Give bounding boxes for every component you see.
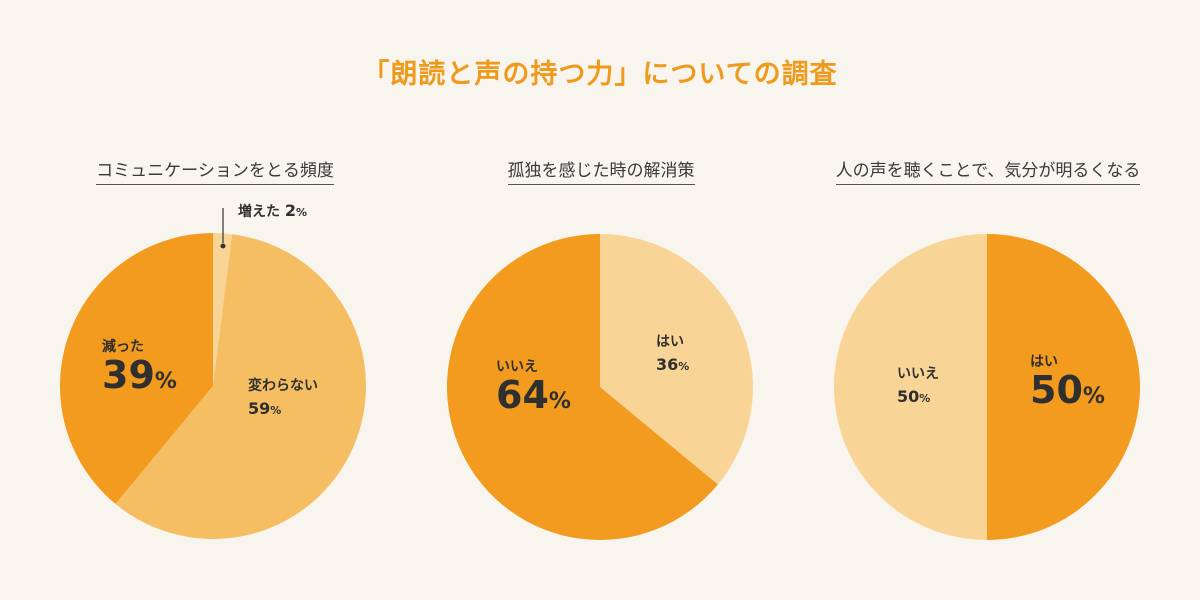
pie-slice-2 bbox=[834, 234, 987, 540]
pie-chart bbox=[834, 234, 1140, 540]
chart-title-text: 孤独を感じた時の解消策 bbox=[507, 156, 695, 185]
label-yes-value: 50 bbox=[1030, 368, 1083, 412]
label-yes: はい 50% bbox=[1030, 351, 1105, 411]
label-unchanged: 変わらない 59% bbox=[248, 375, 318, 418]
label-no-value: 64 bbox=[496, 373, 549, 417]
label-no-value: 50 bbox=[897, 387, 920, 406]
chart-title: コミュニケーションをとる頻度 bbox=[20, 156, 410, 185]
chart-communication-frequency: コミュニケーションをとる頻度 増えた 2% 減った 39% 変わらない 59% bbox=[20, 156, 410, 556]
percent-sign: % bbox=[154, 369, 177, 394]
percent-sign: % bbox=[919, 392, 931, 405]
label-no-name: いいえ bbox=[897, 366, 939, 382]
label-yes-value: 36 bbox=[656, 355, 679, 374]
page-title: 「朗読と声の持つ力」についての調査 bbox=[362, 59, 838, 90]
label-no: いいえ 64% bbox=[496, 356, 571, 416]
pie-slice-1 bbox=[600, 234, 753, 485]
chart-voice-mood: 人の声を聴くことで、気分が明るくなる はい 50% いいえ 50% bbox=[793, 156, 1183, 556]
label-yes-name: はい bbox=[656, 334, 684, 350]
label-unchanged-value: 59 bbox=[248, 399, 271, 418]
label-decreased-value: 39 bbox=[102, 353, 155, 397]
label-no-name: いいえ bbox=[496, 359, 538, 375]
percent-sign: % bbox=[270, 404, 282, 417]
chart-title-text: コミュニケーションをとる頻度 bbox=[96, 156, 334, 185]
pie-slice-2 bbox=[447, 234, 718, 540]
chart-title-text: 人の声を聴くことで、気分が明るくなる bbox=[835, 156, 1141, 185]
pie-slice-3 bbox=[59, 233, 213, 504]
chart-loneliness-solution: 孤独を感じた時の解消策 はい 36% いいえ 64% bbox=[406, 156, 796, 556]
chart-title: 人の声を聴くことで、気分が明るくなる bbox=[793, 156, 1183, 185]
percent-sign: % bbox=[548, 389, 571, 414]
pie-slice-1 bbox=[987, 234, 1140, 540]
pie-chart bbox=[59, 208, 366, 539]
label-unchanged-name: 変わらない bbox=[248, 378, 318, 394]
label-decreased-name: 減った bbox=[102, 339, 144, 355]
label-no: いいえ 50% bbox=[897, 363, 939, 406]
percent-sign: % bbox=[678, 360, 690, 373]
label-decreased: 減った 39% bbox=[102, 336, 177, 396]
pie-slice-2 bbox=[115, 234, 366, 539]
chart-title: 孤独を感じた時の解消策 bbox=[406, 156, 796, 185]
label-increased: 増えた 2% bbox=[238, 201, 307, 221]
label-yes: はい 36% bbox=[656, 331, 689, 374]
label-increased-name: 増えた bbox=[238, 204, 280, 220]
label-increased-value: 2 bbox=[284, 201, 297, 220]
leader-dot bbox=[220, 243, 226, 249]
label-yes-name: はい bbox=[1030, 354, 1058, 370]
pie-slice-1 bbox=[213, 233, 233, 386]
percent-sign: % bbox=[296, 206, 308, 219]
percent-sign: % bbox=[1082, 384, 1105, 409]
pie-chart bbox=[447, 234, 753, 540]
